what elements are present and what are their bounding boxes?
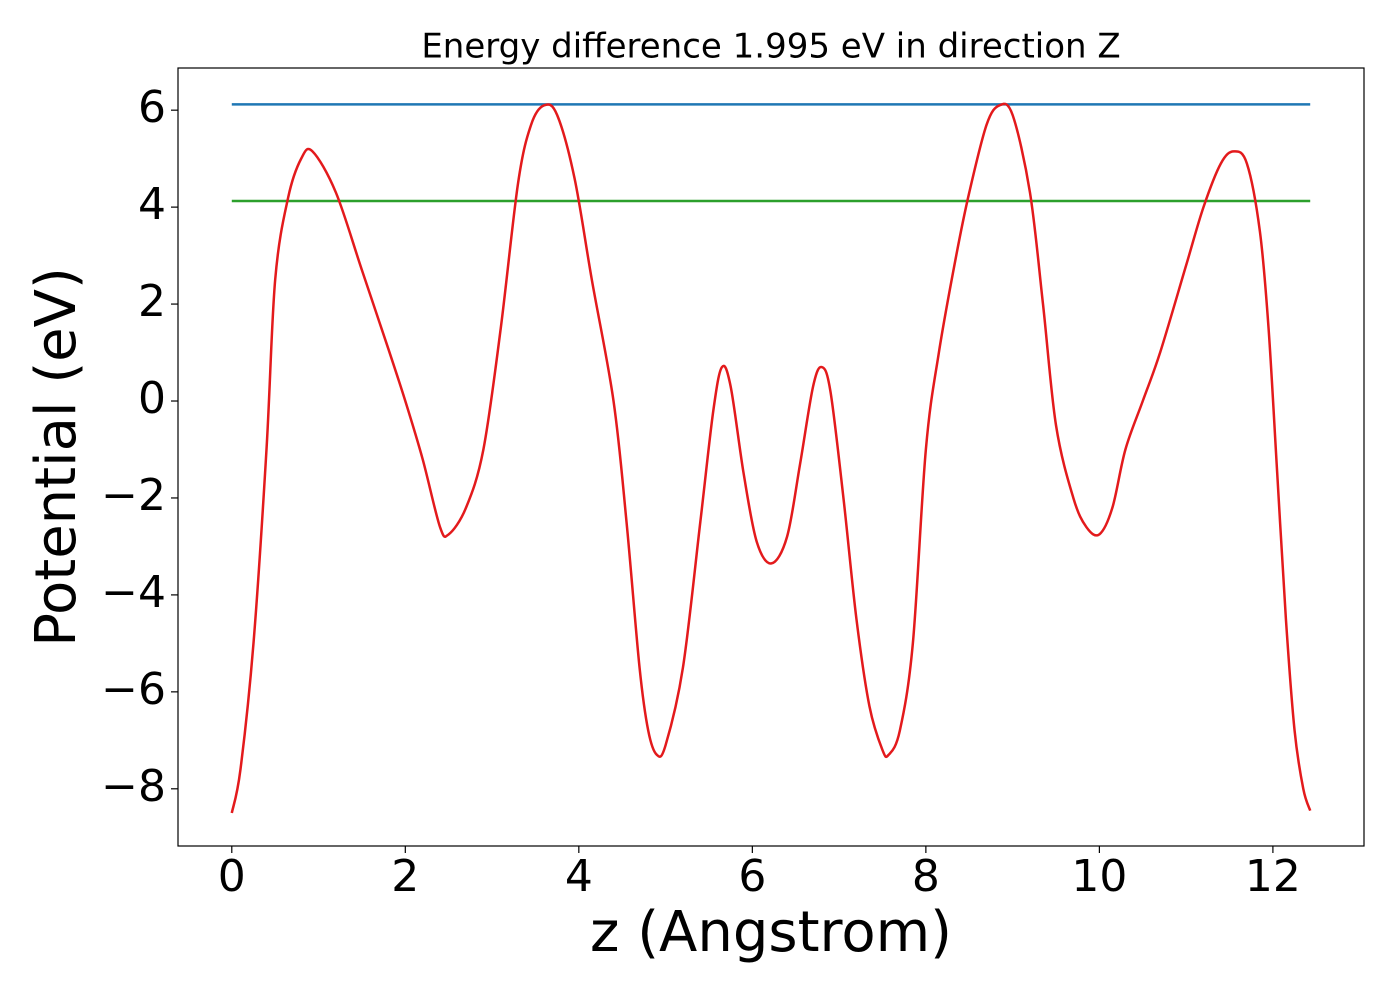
y-tick-label: 0 bbox=[138, 373, 166, 424]
y-tick-label: 2 bbox=[138, 276, 166, 327]
x-tick-label: 0 bbox=[218, 851, 246, 902]
x-axis-label: z (Angstrom) bbox=[590, 900, 952, 965]
x-tick-label: 12 bbox=[1245, 851, 1301, 902]
plot-frame bbox=[177, 67, 1365, 847]
y-tick-label: −6 bbox=[101, 664, 166, 715]
y-tick-label: 4 bbox=[138, 179, 166, 230]
y-tick-label: 6 bbox=[138, 82, 166, 133]
x-tick-label: 10 bbox=[1071, 851, 1127, 902]
x-tick-label: 6 bbox=[738, 851, 766, 902]
x-tick-label: 2 bbox=[391, 851, 419, 902]
chart-title: Energy difference 1.995 eV in direction … bbox=[421, 27, 1120, 67]
y-tick-label: −2 bbox=[101, 470, 166, 521]
y-tick-label: −8 bbox=[101, 761, 166, 812]
y-tick-label: −4 bbox=[101, 567, 166, 618]
x-tick-label: 4 bbox=[565, 851, 593, 902]
y-axis-label: Potential (eV) bbox=[24, 267, 89, 647]
x-tick-label: 8 bbox=[912, 851, 940, 902]
series-line bbox=[230, 102, 1312, 814]
